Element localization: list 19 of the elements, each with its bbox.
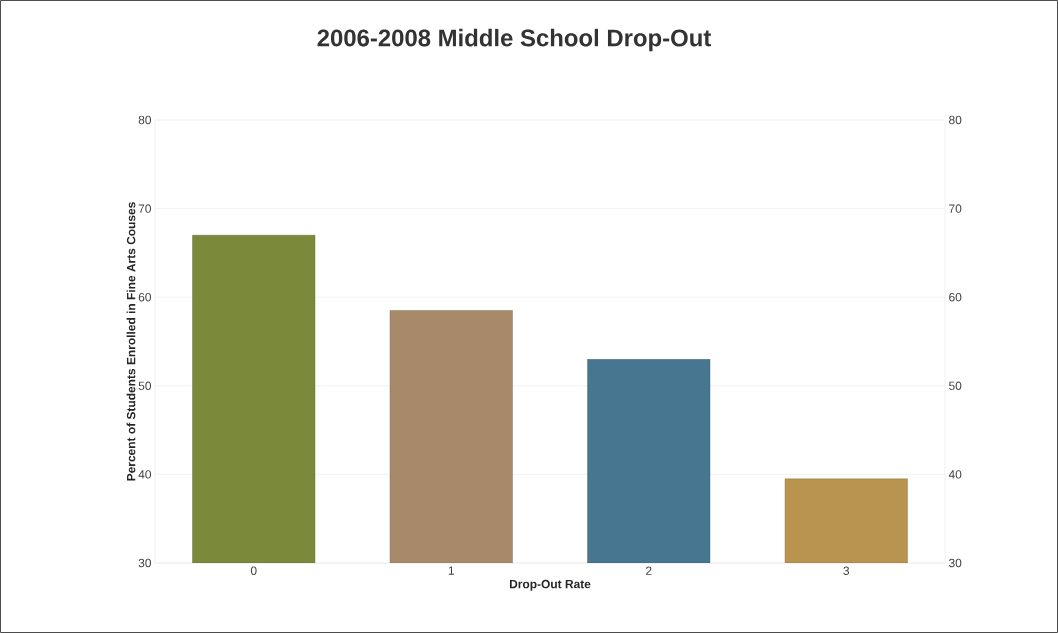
- y2-tick-label: 30: [948, 558, 962, 568]
- y-tick-label: 60: [138, 292, 152, 302]
- y-axis-title: Percent of Students Enrolled in Fine Arts Couses: [126, 202, 136, 481]
- x-tick-label: 2: [646, 566, 652, 575]
- x-tick-label: 3: [843, 566, 850, 575]
- x-axis-title: Drop-Out Rate: [509, 579, 591, 591]
- y2-tick-label: 60: [949, 292, 962, 302]
- y2-tick-label: 70: [949, 204, 962, 213]
- chart-title: 2006-2008 Middle School Drop-Out: [317, 28, 711, 52]
- y2-tick-label: 50: [949, 381, 962, 391]
- x-tick-label: 1: [448, 566, 454, 575]
- y-tick-label: 80: [138, 115, 152, 125]
- y-tick-label: 50: [138, 381, 152, 391]
- y2-tick-label: 80: [949, 115, 962, 125]
- x-tick-label: 0: [250, 566, 257, 575]
- y-tick-label: 30: [138, 558, 152, 568]
- y-tick-label: 70: [138, 204, 152, 213]
- y-tick-label: 40: [138, 470, 152, 479]
- y2-tick-label: 40: [948, 470, 962, 479]
